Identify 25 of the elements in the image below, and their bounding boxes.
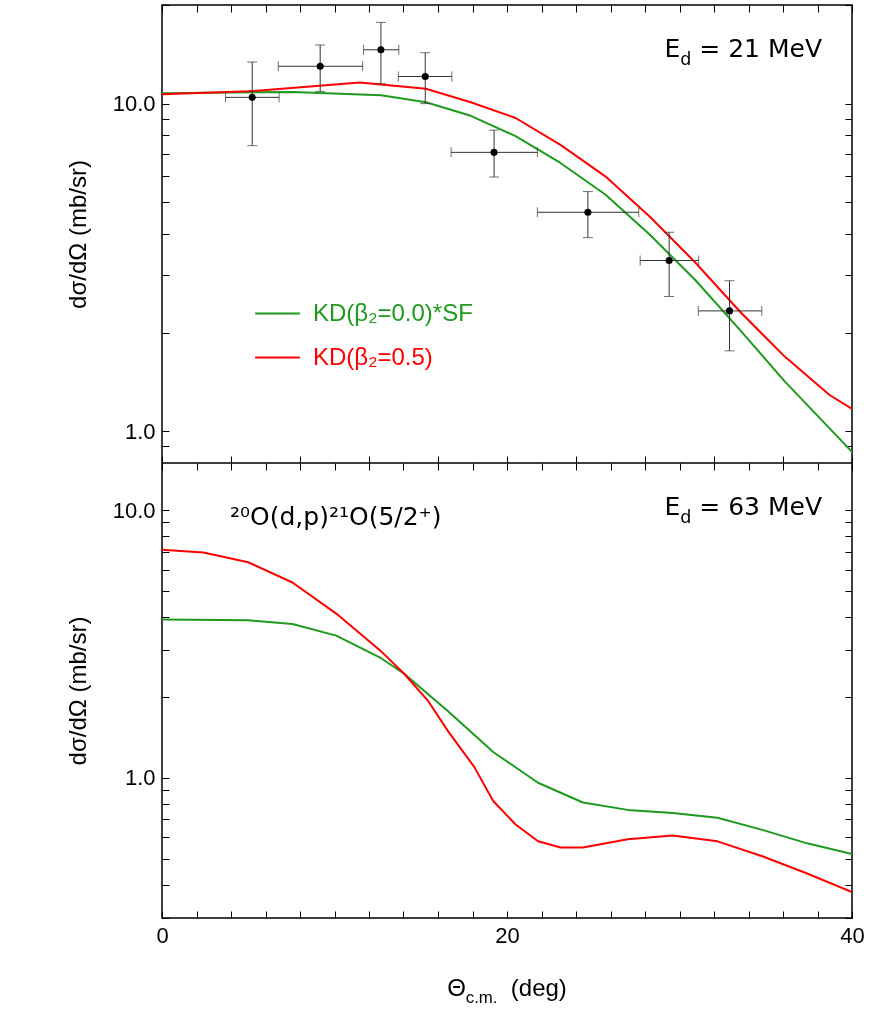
point (248, 93, 256, 101)
y-axis-title: dσ/dΩ (mb/sr) (63, 616, 91, 766)
y-tick-label: 10.0 (112, 91, 156, 117)
point (665, 256, 673, 265)
annotation: ²⁰O(d,p)²¹O(5/2⁺) (230, 502, 442, 531)
point (377, 46, 385, 54)
line-series (162, 618, 852, 856)
point (584, 208, 592, 216)
y-tick-label: 1.0 (124, 418, 156, 444)
x-tick-label: 40 (840, 922, 865, 948)
line-series (162, 548, 852, 894)
point (725, 307, 734, 315)
annotation: E$_{d}$ = 21 MeV (664, 34, 822, 69)
x-axis-title: Θ$_{c.m.}$ (deg) (447, 974, 567, 1008)
y-tick-label: 1.0 (124, 765, 156, 791)
legend-label: KD(β₂=0.0)*SF (313, 298, 473, 326)
x-tick-label: 0 (156, 922, 169, 948)
x-tick-label: 20 (495, 922, 520, 948)
point (316, 62, 324, 70)
y-tick-label: 10.0 (112, 497, 156, 523)
legend-label: KD(β₂=0.5) (313, 342, 433, 370)
annotation: E$_{d}$ = 63 MeV (664, 492, 822, 527)
point (421, 72, 429, 81)
y-axis-title: dσ/dΩ (mb/sr) (63, 160, 91, 309)
point (490, 148, 498, 156)
